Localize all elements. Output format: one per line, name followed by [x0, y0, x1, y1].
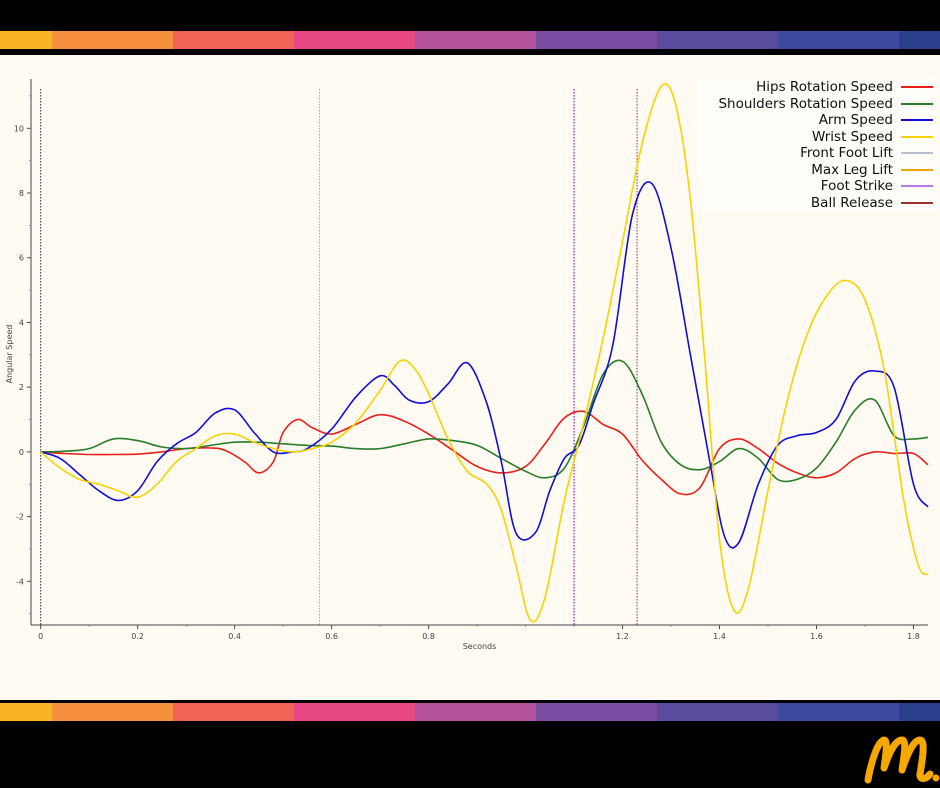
top-color-band [0, 31, 940, 49]
bottom-color-band [0, 703, 940, 721]
band-segment [294, 703, 415, 721]
band-segment [173, 31, 294, 49]
band-segment [173, 703, 294, 721]
series-line-arm-speed [40, 181, 929, 549]
legend-entry: Shoulders Rotation Speed [697, 96, 937, 113]
x-tick-label: 1.6 [810, 632, 823, 641]
x-tick-label: 0.4 [228, 632, 241, 641]
legend-label: Max Leg Lift [811, 161, 893, 178]
y-tick-label: -2 [16, 513, 24, 522]
legend-swatch [901, 135, 933, 138]
band-segment [778, 703, 899, 721]
y-tick-label: 8 [19, 189, 24, 198]
band-segment [0, 31, 52, 49]
legend-label: Hips Rotation Speed [756, 79, 893, 96]
line-chart: -4 -2 0 2 4 6 8 10 0 0.2 0.4 0.6 0.8 1.2 1.4 1.6 1.8 Seco… [5, 79, 929, 651]
legend-entry: Arm Speed [697, 112, 937, 129]
legend-swatch [901, 168, 933, 171]
series-line-shoulders-rotation-speed [40, 359, 929, 483]
legend-swatch [901, 102, 933, 105]
x-tick-label: 1.8 [907, 632, 920, 641]
x-tick-label: 0.2 [131, 632, 144, 641]
band-segment [0, 703, 52, 721]
band-segment [415, 703, 536, 721]
x-tick-label: 1.2 [616, 632, 629, 641]
y-tick-label: 2 [19, 383, 24, 392]
x-tick-label: 0.6 [325, 632, 338, 641]
x-axis-label: Seconds [463, 642, 497, 651]
legend-swatch [901, 201, 933, 204]
legend-swatch [901, 152, 933, 155]
y-tick-label: 10 [14, 124, 24, 133]
band-segment [657, 31, 778, 49]
band-segment [536, 31, 657, 49]
legend-label: Shoulders Rotation Speed [718, 95, 893, 112]
y-tick-label: 0 [19, 448, 24, 457]
y-axis-label: Angular Speed [5, 325, 14, 384]
chart-area: -4 -2 0 2 4 6 8 10 0 0.2 0.4 0.6 0.8 1.2 1.4 1.6 1.8 Seco… [0, 55, 940, 700]
legend-entry: Front Foot Lift [697, 145, 937, 162]
band-segment [52, 31, 173, 49]
band-segment [536, 703, 657, 721]
series-line-hips-rotation-speed [40, 410, 929, 496]
y-tick-label: -4 [16, 577, 24, 586]
x-tick-label: 0 [38, 632, 43, 641]
legend-label: Arm Speed [818, 112, 893, 129]
legend-label: Foot Strike [820, 178, 893, 195]
x-tick-label: 1.4 [713, 632, 726, 641]
band-segment [899, 703, 940, 721]
series-line-wrist-speed [40, 83, 929, 623]
legend-entry: Hips Rotation Speed [697, 79, 937, 96]
legend-swatch [901, 119, 933, 122]
band-segment [899, 31, 940, 49]
legend-label: Wrist Speed [812, 128, 893, 145]
y-tick-label: 6 [19, 254, 24, 263]
band-segment [657, 703, 778, 721]
band-segment [415, 31, 536, 49]
legend-label: Front Foot Lift [800, 145, 893, 162]
chart-legend: Hips Rotation Speed Shoulders Rotation Sp… [697, 79, 937, 211]
band-segment [778, 31, 899, 49]
brand-logo-icon [864, 736, 940, 784]
y-tick-label: 4 [19, 318, 24, 327]
legend-entry: Max Leg Lift [697, 162, 937, 179]
legend-swatch [901, 185, 933, 188]
legend-entry: Ball Release [697, 195, 937, 212]
band-segment [294, 31, 415, 49]
band-segment [52, 703, 173, 721]
legend-swatch [901, 86, 933, 89]
legend-entry: Wrist Speed [697, 129, 937, 146]
legend-entry: Foot Strike [697, 178, 937, 195]
legend-label: Ball Release [810, 194, 893, 211]
x-tick-label: 0.8 [422, 632, 435, 641]
